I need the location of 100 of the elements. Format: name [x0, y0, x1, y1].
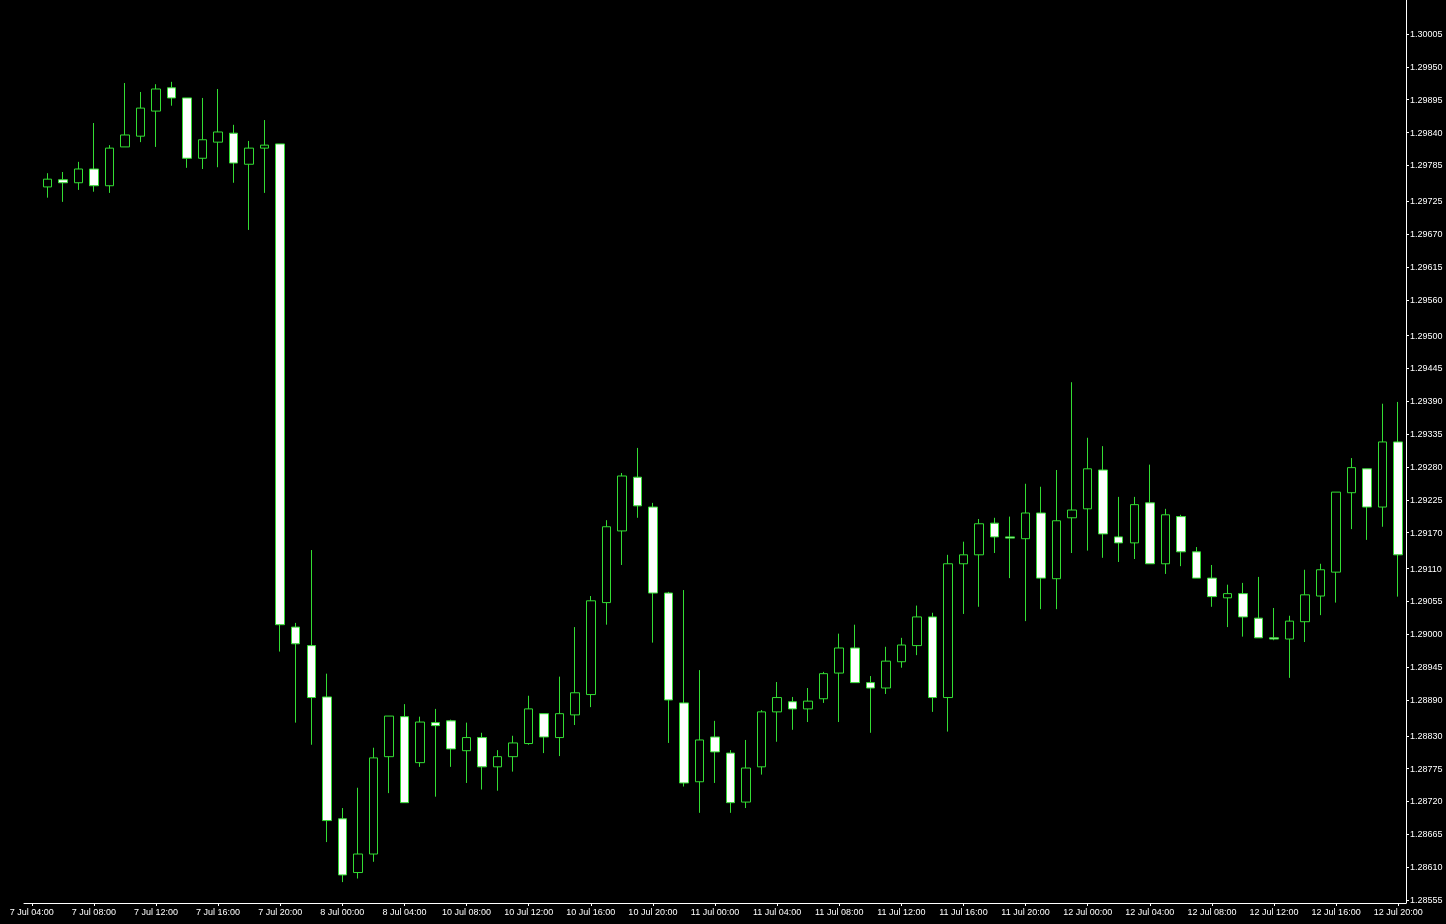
candlestick — [74, 161, 83, 191]
y-tick-label: 1.29560 — [1410, 294, 1443, 305]
x-tick-label: 12 Jul 04:00 — [1125, 906, 1175, 917]
x-tick-label: 12 Jul 00:00 — [1063, 906, 1113, 917]
candlestick — [1300, 569, 1310, 643]
candlestick — [555, 676, 564, 757]
candlestick — [353, 787, 363, 880]
candlestick — [974, 518, 984, 608]
candlestick — [679, 589, 689, 788]
y-tick-label: 1.29390 — [1410, 396, 1443, 407]
candlestick — [1130, 496, 1139, 560]
x-tick-label: 7 Jul 08:00 — [71, 906, 116, 917]
candlestick — [167, 81, 176, 107]
candlestick — [664, 591, 673, 744]
candlestick — [1238, 582, 1248, 638]
candlestick — [1161, 508, 1170, 575]
y-tick-label: 1.28945 — [1410, 662, 1443, 673]
candlestick — [1347, 457, 1356, 530]
candlestick — [741, 739, 751, 809]
candlestick — [788, 696, 797, 731]
candlestick — [1223, 584, 1232, 628]
x-tick-label: 10 Jul 20:00 — [628, 906, 678, 917]
candlestick — [990, 517, 999, 554]
candlestick — [850, 624, 860, 684]
candlestick — [866, 675, 875, 734]
candlestick — [912, 605, 922, 656]
x-tick-label: 11 Jul 00:00 — [690, 906, 740, 917]
candlestick — [959, 541, 968, 615]
candlestick — [1362, 468, 1372, 541]
y-tick-label: 1.30005 — [1410, 29, 1443, 40]
x-tick-label: 12 Jul 12:00 — [1249, 906, 1299, 917]
candlestick — [772, 681, 782, 743]
candlestick — [462, 722, 471, 784]
candlestick — [415, 716, 425, 768]
candlestick — [648, 502, 658, 644]
candlestick — [182, 97, 192, 169]
y-tick-label: 1.29445 — [1410, 363, 1443, 374]
x-tick-label: 10 Jul 16:00 — [566, 906, 616, 917]
candlestick — [43, 172, 52, 199]
candlestick — [1005, 516, 1015, 579]
x-tick-label: 8 Jul 00:00 — [320, 906, 365, 917]
candlestick — [384, 715, 394, 794]
candlestick — [136, 91, 145, 143]
candlestick — [1145, 464, 1155, 565]
candlestick — [369, 747, 378, 863]
candlestick — [710, 720, 720, 784]
candlestick — [244, 140, 254, 231]
candlestick — [213, 88, 223, 168]
x-tick-label: 12 Jul 08:00 — [1187, 906, 1237, 917]
y-tick-label: 1.28555 — [1410, 895, 1443, 906]
y-tick-label: 1.28610 — [1410, 862, 1443, 873]
x-tick-label: 11 Jul 04:00 — [752, 906, 802, 917]
x-tick-label: 11 Jul 16:00 — [939, 906, 988, 917]
candlestick — [291, 622, 300, 724]
candlestick — [229, 124, 238, 184]
candlestick — [58, 171, 68, 203]
candlestick — [1052, 469, 1061, 610]
y-tick-label: 1.29670 — [1410, 229, 1443, 240]
y-tick-label: 1.28830 — [1410, 730, 1443, 741]
candlestick — [1036, 486, 1046, 610]
candlestick — [400, 703, 409, 804]
candlestick — [1254, 576, 1263, 639]
candlestick — [1192, 546, 1201, 579]
candlestick — [881, 646, 891, 695]
y-tick-label: 1.29225 — [1410, 494, 1443, 505]
candlestick — [1176, 514, 1186, 567]
candlestick — [1378, 403, 1387, 528]
x-tick-label: 11 Jul 12:00 — [877, 906, 926, 917]
y-tick-label: 1.29840 — [1410, 127, 1443, 138]
y-tick-label: 1.29170 — [1410, 527, 1443, 538]
candlestick — [307, 549, 316, 746]
y-tick-label: 1.28775 — [1410, 763, 1443, 774]
candlestick — [633, 447, 642, 519]
candlestick — [1114, 496, 1123, 563]
candlestick — [943, 554, 953, 733]
x-tick-label: 11 Jul 20:00 — [1001, 906, 1050, 917]
candlestick — [1393, 401, 1403, 598]
candlestick — [89, 122, 99, 193]
candlestick — [570, 626, 580, 726]
x-tick-label: 11 Jul 08:00 — [815, 906, 864, 917]
candlestick — [446, 719, 456, 768]
candlestick — [508, 735, 518, 773]
x-tick-label: 12 Jul 16:00 — [1311, 906, 1361, 917]
y-tick-label: 1.29725 — [1410, 196, 1443, 207]
x-tick-label: 7 Jul 16:00 — [196, 906, 241, 917]
y-tick-label: 1.29335 — [1410, 429, 1443, 440]
y-tick-label: 1.29110 — [1410, 563, 1442, 574]
candlestick — [338, 807, 347, 883]
candlestick — [260, 119, 269, 194]
candlestick — [1269, 607, 1279, 641]
candlestick — [757, 709, 766, 776]
candlestick — [1083, 437, 1092, 552]
candlestick — [928, 612, 937, 713]
candlestick — [1021, 483, 1030, 622]
candlestick — [477, 732, 487, 791]
candlestick — [803, 687, 813, 723]
candlestick — [834, 633, 844, 723]
candlestick — [1067, 381, 1077, 554]
y-tick-label: 1.29895 — [1410, 94, 1443, 105]
y-tick-label: 1.29000 — [1410, 629, 1443, 640]
